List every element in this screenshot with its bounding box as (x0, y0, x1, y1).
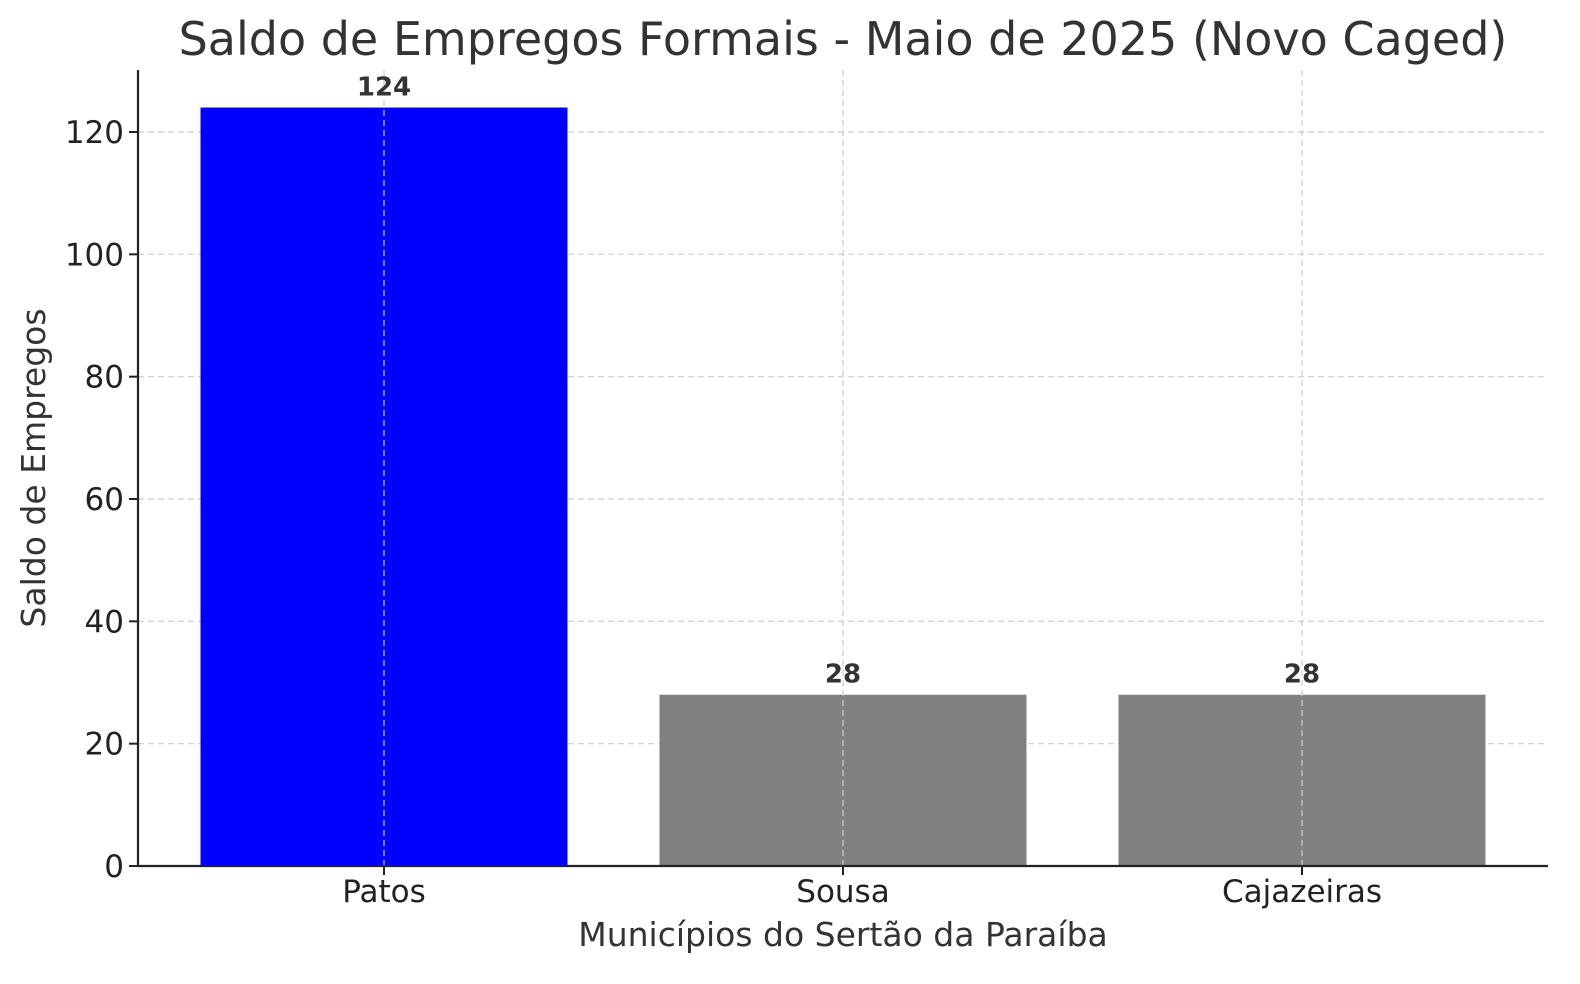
bars-layer (200, 70, 1486, 867)
data-label-cajazeiras: 28 (1284, 660, 1320, 690)
x-axis-label: Municípios do Sertão da Paraíba (578, 915, 1107, 954)
y-tick-label: 120 (65, 115, 124, 151)
y-tick-label: 0 (104, 849, 124, 885)
y-tick-label: 80 (85, 360, 124, 396)
x-tick-label-cajazeiras: Cajazeiras (1222, 874, 1382, 910)
y-tick-label: 100 (65, 237, 124, 273)
chart-title: Saldo de Empregos Formais - Maio de 2025… (179, 12, 1508, 66)
y-tick-label: 40 (85, 604, 124, 640)
y-tick-label: 60 (85, 482, 124, 518)
data-label-patos: 124 (357, 73, 411, 103)
data-label-sousa: 28 (825, 660, 861, 690)
x-tick-label-patos: Patos (342, 874, 426, 910)
axes-layer (129, 70, 1548, 875)
y-tick-label: 20 (85, 727, 124, 763)
x-tick-label-sousa: Sousa (796, 874, 889, 910)
labels-layer: 0 20 40 60 80 100 120 Patos Sousa Cajazeiras 124 28… (65, 73, 1382, 910)
y-axis-label: Saldo de Empregos (14, 308, 53, 627)
